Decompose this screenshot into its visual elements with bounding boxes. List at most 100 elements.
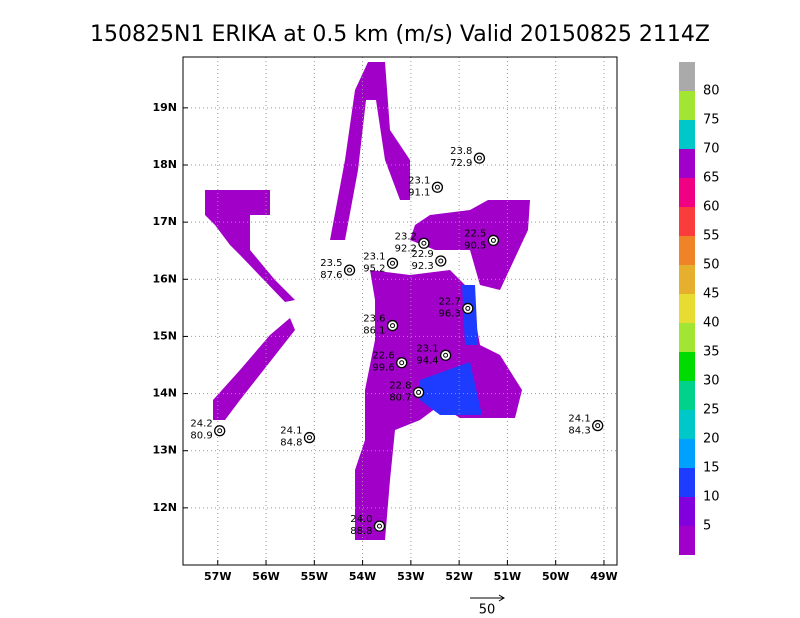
colorbar-segment: [679, 381, 695, 410]
colorbar-label: 30: [703, 374, 720, 389]
station-dot: [476, 155, 482, 161]
station-ring: [435, 255, 447, 267]
station-ring: [412, 386, 425, 399]
station-dot: [416, 389, 422, 395]
station-dot: [390, 260, 396, 266]
station-ring: [487, 234, 500, 247]
station-dot: [438, 258, 444, 264]
station-label: 95.2: [363, 263, 385, 274]
station-label: 24.0: [350, 514, 372, 525]
station-label: 22.9: [412, 249, 434, 260]
y-tick-label: 17N: [152, 215, 177, 228]
x-tick-label: 51W: [494, 570, 521, 583]
colorbar-label: 40: [703, 316, 720, 331]
station-label: 84.8: [280, 438, 302, 449]
station-dot: [421, 240, 427, 246]
station-label: 23.2: [395, 231, 417, 242]
station-dot: [443, 352, 449, 358]
colorbar-label: 55: [703, 229, 720, 244]
colorbar-label: 80: [703, 84, 720, 99]
station-label: 23.8: [450, 146, 472, 157]
colorbar-label: 25: [703, 403, 720, 418]
x-tick-label: 57W: [204, 570, 231, 583]
station-label: 94.4: [416, 355, 438, 366]
station-label: 80.9: [190, 431, 212, 442]
station-label: 84.3: [568, 426, 590, 437]
x-tick-label: 52W: [445, 570, 472, 583]
x-tick-label: 49W: [590, 570, 617, 583]
colorbar-segment: [679, 236, 695, 265]
colorbar-label: 70: [703, 142, 720, 157]
colorbar-label: 50: [703, 258, 720, 273]
station-dot: [347, 267, 353, 273]
station-ring: [473, 152, 486, 164]
colorbar-segment: [679, 120, 695, 149]
station-label: 23.1: [363, 251, 385, 262]
colorbar-segment: [679, 497, 695, 526]
station-ring: [303, 431, 316, 444]
station-label: 24.1: [568, 414, 590, 425]
station-dot: [490, 237, 496, 243]
field-patch: [420, 362, 482, 415]
colorbar-label: 45: [703, 287, 720, 302]
y-tick-label: 18N: [152, 158, 177, 171]
colorbar-segment: [679, 149, 695, 178]
y-tick-label: 14N: [152, 387, 177, 400]
station-label: 88.8: [350, 526, 372, 537]
colorbar-segment: [679, 323, 695, 352]
y-tick-label: 15N: [152, 329, 177, 342]
y-tick-label: 16N: [152, 272, 177, 285]
station-label: 96.3: [439, 308, 461, 319]
station-label: 22.6: [372, 351, 394, 362]
station-ring: [214, 425, 226, 437]
x-tick-label: 54W: [349, 570, 376, 583]
colorbar-segment: [679, 62, 695, 91]
station-dot: [434, 184, 440, 190]
colorbar-label: 35: [703, 345, 720, 360]
station-dot: [306, 435, 312, 441]
station-dot: [376, 523, 382, 529]
station-ring: [386, 319, 399, 332]
field-patch: [462, 285, 478, 345]
vector-scale-arrowhead: [498, 594, 505, 602]
colorbar-segment: [679, 207, 695, 236]
station-label: 23.1: [408, 175, 430, 186]
colorbar-segment: [679, 439, 695, 468]
y-tick-label: 12N: [152, 501, 177, 514]
station-label: 87.6: [320, 270, 342, 281]
station-ring: [439, 349, 452, 361]
station-dot: [399, 360, 405, 366]
title: 150825N1 ERIKA at 0.5 km (m/s) Valid 201…: [90, 22, 710, 47]
station-label: 72.9: [450, 158, 472, 169]
plot-frame: [182, 56, 618, 566]
station-label: 22.8: [389, 380, 411, 391]
station-label: 23.6: [363, 314, 385, 325]
station-ring: [431, 181, 444, 193]
colorbar-label: 20: [703, 432, 720, 447]
colorbar-label: 10: [703, 490, 720, 505]
colorbar-segment: [679, 178, 695, 207]
station-ring: [343, 264, 356, 276]
colorbar-label: 75: [703, 113, 720, 128]
field-patch: [213, 318, 295, 420]
colorbar-segment: [679, 91, 695, 120]
station-ring: [462, 302, 474, 315]
station-ring: [386, 257, 399, 269]
station-ring: [418, 237, 430, 249]
x-tick-label: 50W: [542, 570, 569, 583]
station-label: 22.5: [464, 228, 486, 239]
colorbar-segment: [679, 410, 695, 439]
y-tick-label: 19N: [152, 101, 177, 114]
station-ring: [592, 419, 604, 432]
colorbar: 5 10 15 20 25 30 35 40 45 50 55 60 65 70 75 80: [679, 62, 720, 555]
station-dot: [217, 428, 223, 434]
colorbar-segment: [679, 468, 695, 497]
station-label: 24.2: [190, 419, 212, 430]
station-label: 92.3: [412, 261, 434, 272]
station-label: 22.7: [439, 296, 461, 307]
station-label: 24.1: [280, 426, 302, 437]
station-label: 90.5: [464, 240, 486, 251]
station-dot: [390, 323, 396, 329]
vector-scale-label: 50: [479, 603, 496, 618]
colorbar-label: 60: [703, 200, 720, 215]
